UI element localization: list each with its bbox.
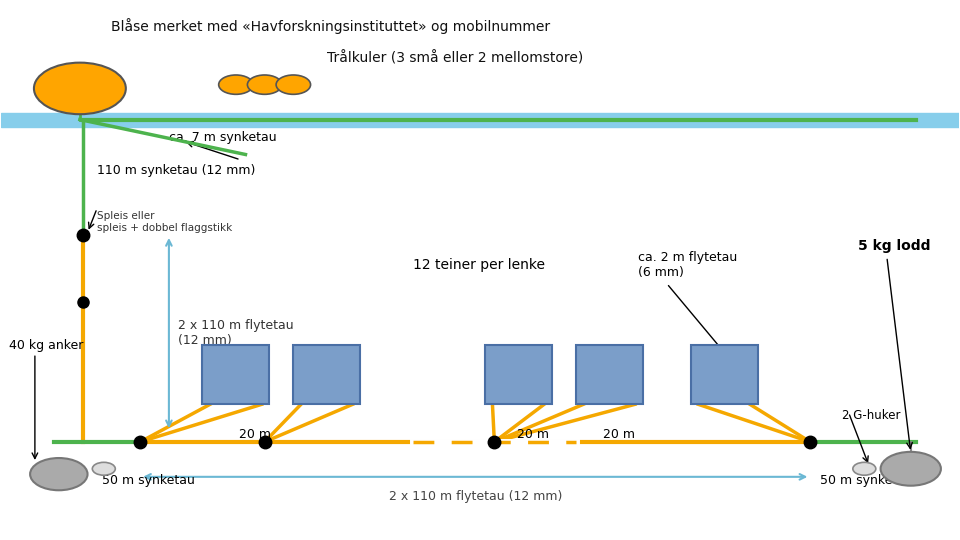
FancyBboxPatch shape — [576, 345, 643, 404]
Text: 20 m: 20 m — [603, 428, 635, 442]
Text: 12 teiner per lenke: 12 teiner per lenke — [413, 258, 545, 272]
Text: 20 m: 20 m — [239, 428, 271, 442]
Text: Blåse merket med «Havforskningsinstituttet» og mobilnummer: Blåse merket med «Havforskningsinstitutt… — [111, 18, 551, 33]
Circle shape — [30, 458, 87, 490]
FancyBboxPatch shape — [690, 345, 757, 404]
Circle shape — [276, 75, 311, 94]
Circle shape — [248, 75, 282, 94]
FancyBboxPatch shape — [294, 345, 360, 404]
Circle shape — [852, 462, 876, 475]
Text: Trålkuler (3 små eller 2 mellomstore): Trålkuler (3 små eller 2 mellomstore) — [326, 51, 583, 65]
Text: 5 kg lodd: 5 kg lodd — [858, 239, 930, 253]
Text: 2 G-huker: 2 G-huker — [842, 409, 900, 422]
Text: ca. 7 m synketau: ca. 7 m synketau — [169, 131, 276, 144]
Text: 40 kg anker: 40 kg anker — [9, 339, 84, 352]
Circle shape — [34, 63, 126, 114]
Text: Spleis eller
spleis + dobbel flaggstikk: Spleis eller spleis + dobbel flaggstikk — [97, 211, 232, 233]
Circle shape — [92, 462, 115, 475]
Circle shape — [219, 75, 253, 94]
Text: 20 m: 20 m — [516, 428, 549, 442]
FancyBboxPatch shape — [203, 345, 270, 404]
Bar — [1, 113, 959, 126]
Text: 50 m synketau: 50 m synketau — [102, 474, 195, 487]
FancyBboxPatch shape — [485, 345, 552, 404]
Text: 50 m synketau: 50 m synketau — [820, 474, 913, 487]
Text: 2 x 110 m flytetau
(12 mm): 2 x 110 m flytetau (12 mm) — [179, 319, 294, 347]
Circle shape — [880, 452, 941, 485]
Text: 110 m synketau (12 mm): 110 m synketau (12 mm) — [97, 164, 255, 177]
Text: ca. 2 m flytetau
(6 mm): ca. 2 m flytetau (6 mm) — [638, 251, 737, 279]
Text: 2 x 110 m flytetau (12 mm): 2 x 110 m flytetau (12 mm) — [389, 490, 562, 503]
